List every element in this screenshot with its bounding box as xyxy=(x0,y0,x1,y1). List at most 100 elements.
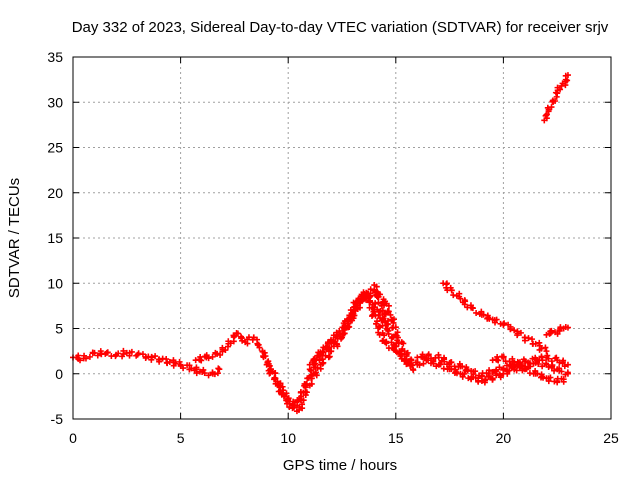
data-point-marker xyxy=(380,315,387,322)
data-point-marker xyxy=(420,360,427,367)
data-point-marker xyxy=(543,112,550,119)
y-tick-label: 35 xyxy=(47,49,63,65)
data-point-marker xyxy=(557,324,564,331)
data-point-marker xyxy=(198,357,205,364)
data-point-marker xyxy=(448,287,455,294)
data-point-marker xyxy=(459,363,466,370)
data-point-marker xyxy=(500,366,507,373)
data-point-marker xyxy=(538,345,545,352)
data-point-marker xyxy=(227,340,234,347)
data-point-marker xyxy=(425,351,432,358)
data-point-marker xyxy=(548,358,555,365)
data-point-marker xyxy=(448,359,455,366)
data-point-marker xyxy=(381,310,388,317)
data-point-marker xyxy=(294,398,301,405)
data-point-marker xyxy=(176,358,183,365)
data-point-marker xyxy=(511,327,518,334)
data-point-marker xyxy=(544,352,551,359)
data-point-marker xyxy=(205,355,212,362)
series-track-5 xyxy=(371,282,391,327)
data-point-marker xyxy=(409,362,416,369)
data-point-marker xyxy=(299,401,306,408)
data-point-marker xyxy=(280,387,287,394)
y-axis-label: SDTVAR / TECUs xyxy=(6,178,23,298)
data-point-marker xyxy=(135,350,142,357)
data-point-marker xyxy=(389,334,396,341)
data-point-marker xyxy=(559,359,566,366)
data-point-marker xyxy=(367,286,374,293)
data-point-marker xyxy=(209,353,216,360)
data-point-marker xyxy=(435,354,442,361)
data-point-marker xyxy=(373,283,380,290)
data-point-marker xyxy=(200,366,207,373)
data-point-marker xyxy=(350,307,357,314)
y-tick-label: 20 xyxy=(47,185,63,201)
data-point-marker xyxy=(385,302,392,309)
data-point-marker xyxy=(326,353,333,360)
data-point-marker xyxy=(262,353,269,360)
data-point-marker xyxy=(404,349,411,356)
data-point-marker xyxy=(538,371,545,378)
x-tick-label: 0 xyxy=(69,430,77,446)
data-point-marker xyxy=(271,370,278,377)
x-axis-label: GPS time / hours xyxy=(283,457,397,474)
data-point-marker xyxy=(376,324,383,331)
data-point-marker xyxy=(557,86,564,93)
data-point-marker xyxy=(564,361,571,368)
data-point-marker xyxy=(211,371,218,378)
data-point-marker xyxy=(564,77,571,84)
data-point-marker xyxy=(463,364,470,371)
data-point-marker xyxy=(525,359,532,366)
y-tick-label: 0 xyxy=(55,366,63,382)
data-point-marker xyxy=(333,340,340,347)
data-point-marker xyxy=(507,323,514,330)
x-tick-label: 10 xyxy=(280,430,296,446)
y-tick-label: -5 xyxy=(51,411,64,427)
data-point-marker xyxy=(351,304,358,311)
data-point-marker xyxy=(307,367,314,374)
data-point-marker xyxy=(545,355,552,362)
data-point-marker xyxy=(326,344,333,351)
data-point-marker xyxy=(535,360,542,367)
data-point-marker xyxy=(437,361,444,368)
data-point-marker xyxy=(482,376,489,383)
data-point-marker xyxy=(256,344,263,351)
data-point-marker xyxy=(319,356,326,363)
data-point-marker xyxy=(564,370,571,377)
data-point-marker xyxy=(511,359,518,366)
data-point-marker xyxy=(310,357,317,364)
data-point-marker xyxy=(230,334,237,341)
data-point-marker xyxy=(392,324,399,331)
data-point-marker xyxy=(302,384,309,391)
data-point-marker xyxy=(549,363,556,370)
data-point-marker xyxy=(484,312,491,319)
y-tick-label: 5 xyxy=(55,321,63,337)
data-point-marker xyxy=(250,334,257,341)
data-point-marker xyxy=(300,397,307,404)
y-tick-label: 30 xyxy=(47,94,63,110)
data-point-marker xyxy=(314,364,321,371)
data-point-marker xyxy=(336,331,343,338)
x-tick-label: 20 xyxy=(496,430,512,446)
data-point-marker xyxy=(316,351,323,358)
data-point-marker xyxy=(234,330,241,337)
data-point-marker xyxy=(532,340,539,347)
data-point-marker xyxy=(532,356,539,363)
data-point-marker xyxy=(401,348,408,355)
data-point-marker xyxy=(564,324,571,331)
data-point-marker xyxy=(172,360,179,367)
data-point-marker xyxy=(383,340,390,347)
data-point-marker xyxy=(376,308,383,315)
series-track-3 xyxy=(263,291,417,415)
data-point-marker xyxy=(128,348,135,355)
data-point-marker xyxy=(558,368,565,375)
plot-frame xyxy=(72,56,612,420)
data-point-marker xyxy=(504,370,511,377)
data-point-marker xyxy=(525,335,532,342)
y-tick-label: 25 xyxy=(47,140,63,156)
axis-ticks: 0 5 10 15 20 25 -5 0 5 10 15 20 25 30 35 xyxy=(47,49,619,446)
data-point-marker xyxy=(193,370,200,377)
data-point-marker xyxy=(266,362,273,369)
data-point-marker xyxy=(473,309,480,316)
